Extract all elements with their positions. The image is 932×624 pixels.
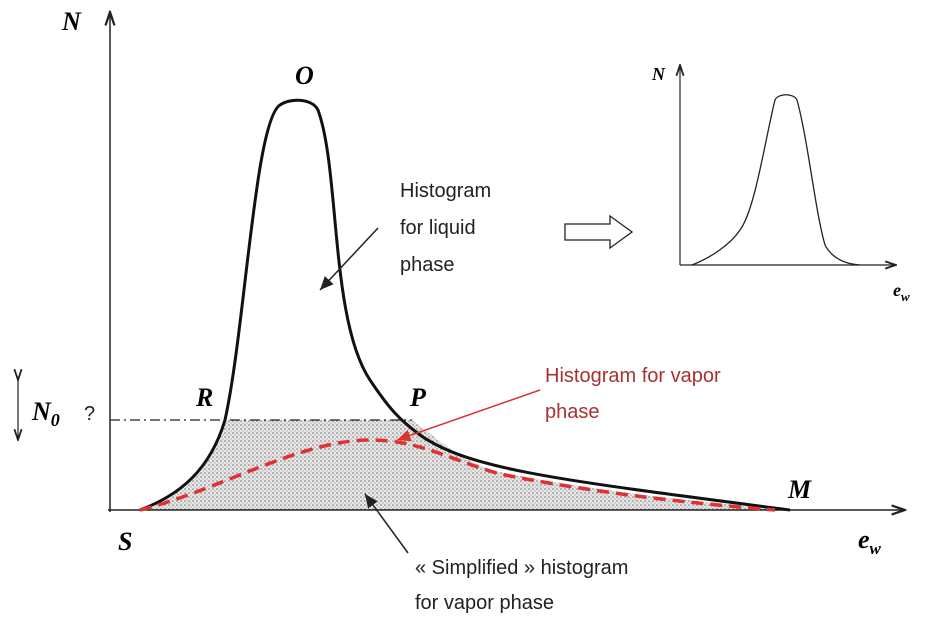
vapor-area bbox=[140, 420, 790, 510]
annotation: for liquid bbox=[400, 217, 476, 239]
pointer-arrow bbox=[364, 493, 409, 554]
pointer-arrow bbox=[319, 227, 379, 291]
annotation: for vapor phase bbox=[415, 592, 554, 614]
point-label: R bbox=[195, 383, 213, 412]
label-part: e bbox=[858, 525, 870, 554]
label-part: e bbox=[893, 280, 901, 300]
annotation: Histogram for vapor bbox=[545, 365, 721, 387]
inset-x-label: ew bbox=[893, 280, 910, 304]
inset-curve bbox=[691, 94, 861, 266]
y-axis-label: N bbox=[61, 7, 82, 36]
liquid-curve bbox=[139, 98, 791, 512]
annotation: Histogram bbox=[400, 180, 491, 202]
threshold-label: N0 bbox=[31, 397, 60, 430]
label-part: w bbox=[870, 539, 882, 558]
annotation: « Simplified » histogram bbox=[415, 557, 628, 579]
inset-y-label: N bbox=[651, 64, 666, 84]
threshold-question: ? bbox=[84, 403, 95, 425]
point-label: S bbox=[118, 527, 132, 556]
hollow-arrow bbox=[564, 214, 634, 250]
x-axis-label: ew bbox=[858, 525, 882, 558]
annotation: phase bbox=[400, 254, 455, 276]
point-label: O bbox=[295, 61, 314, 90]
annotation: phase bbox=[545, 401, 600, 423]
label-part: w bbox=[901, 289, 910, 304]
pointer-arrow bbox=[396, 389, 541, 442]
label-part: N bbox=[31, 397, 52, 426]
point-label: P bbox=[409, 383, 427, 412]
label-part: 0 bbox=[51, 410, 60, 430]
point-label: M bbox=[787, 475, 812, 504]
vapor-curve bbox=[139, 438, 776, 512]
